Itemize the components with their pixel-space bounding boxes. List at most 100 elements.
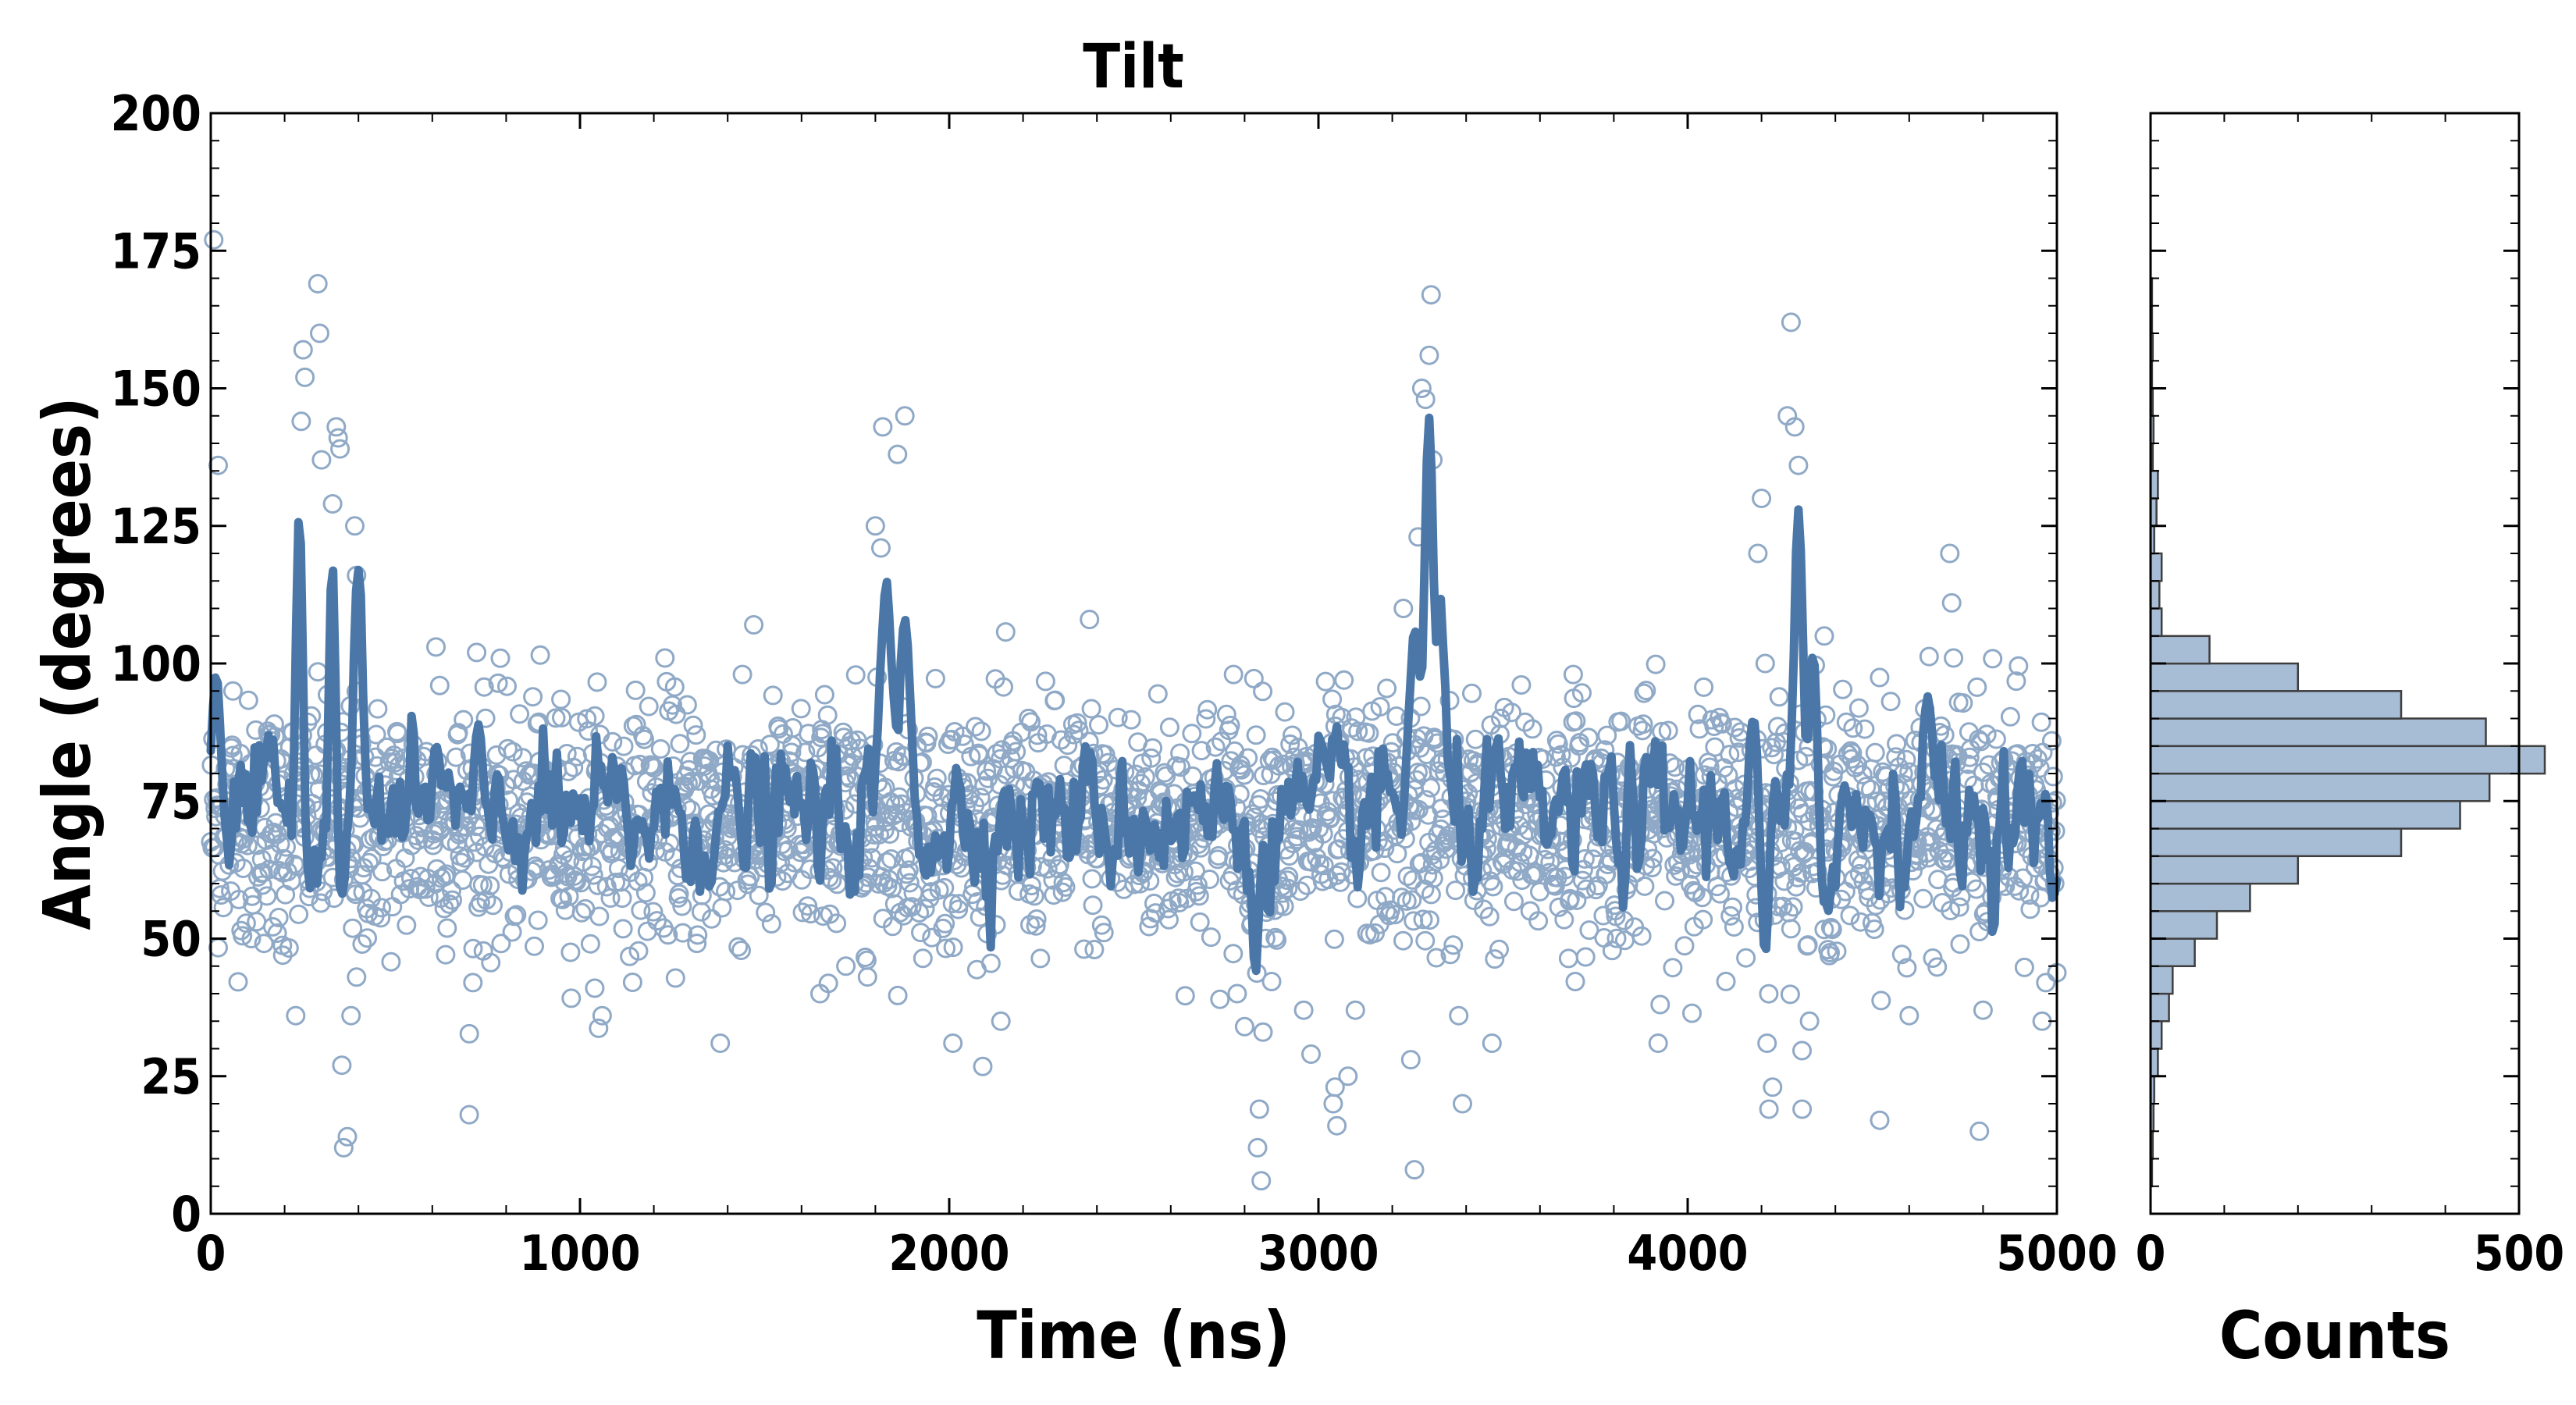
scatter-point — [1121, 710, 1141, 730]
scatter-point — [491, 934, 511, 954]
scatter-point — [528, 910, 548, 930]
scatter-point — [1019, 708, 1039, 728]
scatter-point — [2006, 671, 2026, 692]
scatter-point — [1091, 915, 1112, 935]
scatter-point — [1895, 900, 1915, 920]
scatter-point — [1833, 679, 1853, 699]
scatter-point — [437, 918, 457, 938]
scatter-point — [580, 934, 600, 954]
scatter-point — [1572, 683, 1592, 703]
scatter-point — [463, 938, 483, 959]
scatter-point — [228, 972, 248, 992]
scatter-point — [934, 877, 955, 898]
scatter-point — [582, 856, 602, 877]
scatter-point — [2020, 899, 2041, 919]
scatter-point — [311, 893, 331, 913]
scatter-point — [935, 913, 955, 934]
scatter-point — [1006, 742, 1026, 762]
scatter-point — [372, 862, 393, 882]
scatter-point — [1822, 919, 1842, 940]
y-tick-label: 175 — [111, 222, 201, 279]
scatter-point — [1843, 718, 1863, 738]
scatter-point — [425, 821, 445, 841]
scatter-point — [2009, 880, 2030, 901]
scatter-point — [925, 668, 945, 688]
scatter-point — [1631, 926, 1652, 946]
scatter-point — [1253, 1022, 1273, 1042]
scatter-point — [1182, 724, 1202, 744]
scatter-point — [1201, 927, 1221, 948]
scatter-point — [597, 818, 617, 838]
scatter-point — [1913, 888, 1934, 909]
scatter-point — [1049, 855, 1069, 875]
scatter-point — [936, 938, 956, 959]
scatter-point — [1246, 725, 1266, 745]
scatter-point — [1870, 667, 1890, 688]
scatter-point — [1301, 852, 1322, 872]
scatter-point — [1261, 972, 1282, 991]
scatter-point — [585, 706, 605, 726]
scatter-point — [481, 952, 501, 973]
scatter-point — [1084, 940, 1105, 959]
scatter-point — [810, 984, 830, 1004]
scatter-point — [372, 898, 392, 918]
scatter-point — [560, 942, 581, 962]
scatter-point — [1919, 646, 1939, 667]
scatter-point — [571, 902, 592, 923]
main-x-tick-labels: 0 1000 2000 3000 4000 5000 — [196, 1225, 2118, 1282]
scatter-point — [1415, 389, 1436, 410]
scatter-point — [324, 888, 344, 909]
angle-vs-time-plot: 0 1000 2000 3000 4000 5000 0 25 50 75 100 125 150 17… — [29, 32, 2118, 1374]
scatter-point — [1632, 720, 1653, 741]
scatter-point — [1315, 671, 1336, 692]
scatter-point — [795, 742, 816, 763]
scatter-point — [1453, 1094, 1472, 1114]
x-tick-label: 4000 — [1627, 1225, 1748, 1282]
scatter-point — [763, 685, 783, 706]
scatter-point — [1522, 719, 1542, 739]
scatter-point — [525, 936, 544, 956]
scatter-point — [1446, 880, 1466, 901]
scatter-point — [1786, 877, 1806, 897]
scatter-point — [233, 926, 253, 946]
scatter-point — [915, 898, 935, 919]
scatter-point — [1820, 943, 1840, 962]
scatter-point — [643, 902, 664, 922]
scatter-point — [880, 824, 900, 844]
scatter-point — [845, 665, 866, 685]
scatter-point — [1763, 1077, 1783, 1097]
scatter-point — [1887, 734, 1907, 754]
hist-x-tick-label: 0 — [2136, 1225, 2166, 1282]
scatter-point — [673, 923, 693, 943]
scatter-point — [1290, 881, 1311, 902]
scatter-point — [1210, 989, 1230, 1009]
scatter-point — [1634, 683, 1654, 703]
scatter-point — [1173, 862, 1194, 882]
scatter-point — [966, 717, 985, 737]
scatter-point — [1159, 909, 1179, 930]
scatter-point — [865, 516, 885, 536]
scatter-point — [1650, 994, 1670, 1015]
scatter-point — [1030, 948, 1051, 969]
y-tick-label: 100 — [111, 635, 201, 692]
scatter-point — [687, 934, 707, 954]
scatter-point — [1870, 1110, 1890, 1130]
scatter-point — [1940, 543, 1960, 564]
scatter-point — [269, 908, 289, 927]
scatter-point — [1426, 948, 1446, 968]
scatter-point — [1402, 890, 1422, 910]
scatter-point — [994, 677, 1013, 697]
histogram-bars — [2149, 277, 2546, 1188]
scatter-point — [1764, 745, 1784, 765]
scatter-point — [626, 714, 646, 735]
scatter-point — [1554, 909, 1574, 930]
scatter-point — [1037, 859, 1058, 879]
scatter-point — [1482, 858, 1503, 878]
main-y-tick-labels: 0 25 50 75 100 125 150 175 200 — [111, 85, 201, 1243]
scatter-point — [603, 731, 623, 752]
scatter-point — [1716, 971, 1736, 991]
scatter-point — [242, 886, 262, 906]
scatter-point — [1026, 916, 1046, 936]
scatter-point — [436, 944, 456, 965]
scatter-point — [1528, 911, 1549, 931]
